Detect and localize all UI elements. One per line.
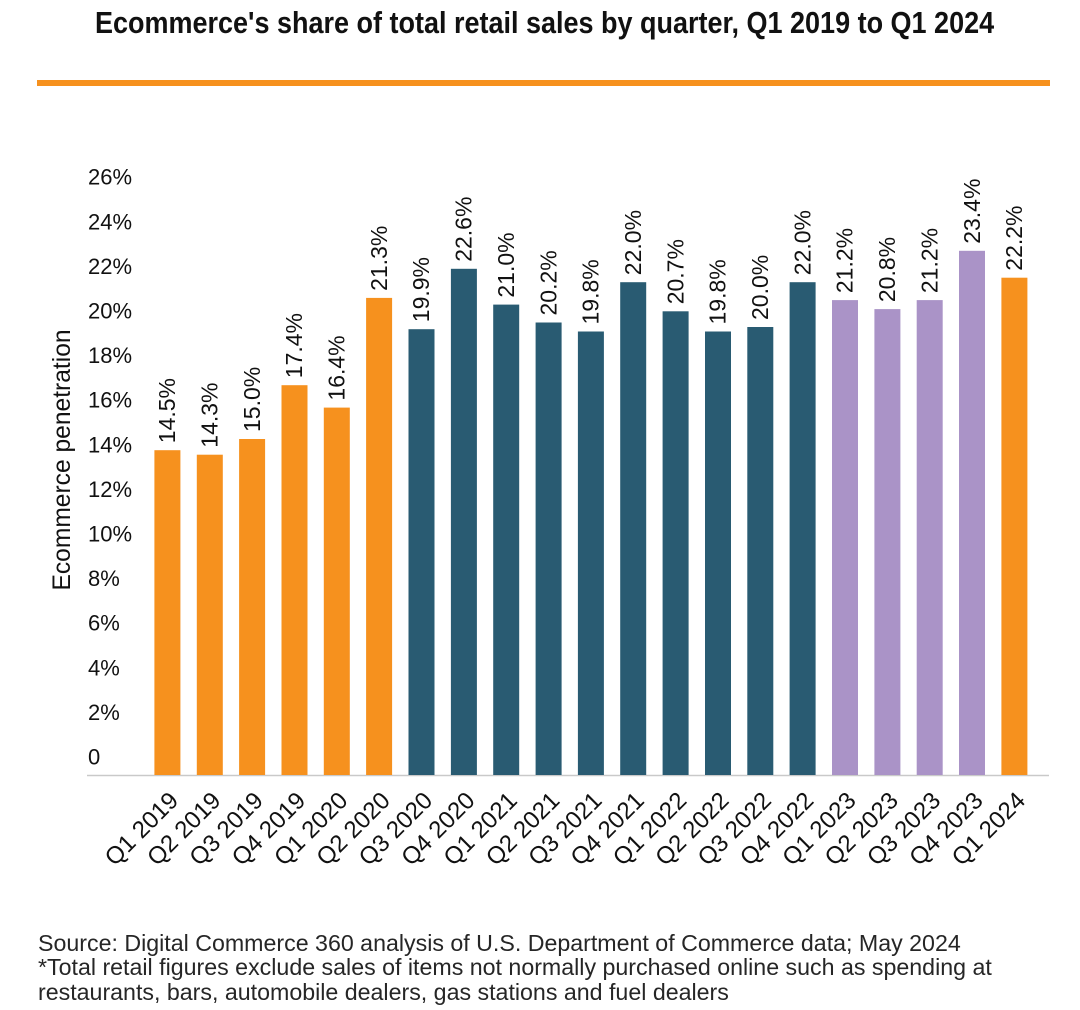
svg-text:24%: 24%: [88, 209, 132, 234]
svg-text:19.9%: 19.9%: [408, 257, 434, 322]
svg-text:16%: 16%: [88, 388, 132, 413]
svg-text:20.2%: 20.2%: [535, 250, 561, 315]
svg-text:20%: 20%: [88, 299, 132, 324]
svg-text:20.0%: 20.0%: [747, 255, 773, 320]
svg-text:15.0%: 15.0%: [239, 367, 265, 432]
svg-text:12%: 12%: [88, 477, 132, 502]
svg-text:21.2%: 21.2%: [916, 228, 942, 293]
svg-text:20.8%: 20.8%: [874, 237, 900, 302]
svg-text:19.8%: 19.8%: [578, 259, 604, 324]
svg-text:18%: 18%: [88, 343, 132, 368]
svg-text:21.0%: 21.0%: [493, 232, 519, 297]
svg-text:22.2%: 22.2%: [1001, 205, 1027, 270]
svg-text:14.5%: 14.5%: [154, 378, 180, 443]
svg-text:10%: 10%: [88, 522, 132, 547]
svg-text:21.3%: 21.3%: [366, 226, 392, 291]
svg-text:Ecommerce penetration: Ecommerce penetration: [49, 329, 76, 590]
svg-text:2%: 2%: [88, 700, 120, 725]
svg-text:0: 0: [88, 745, 100, 770]
svg-text:14.3%: 14.3%: [196, 382, 222, 447]
svg-text:19.8%: 19.8%: [705, 259, 731, 324]
svg-text:23.4%: 23.4%: [959, 179, 985, 244]
svg-text:22%: 22%: [88, 254, 132, 279]
svg-text:16.4%: 16.4%: [324, 335, 350, 400]
svg-text:8%: 8%: [88, 566, 120, 591]
svg-text:14%: 14%: [88, 432, 132, 457]
svg-text:6%: 6%: [88, 611, 120, 636]
svg-text:20.7%: 20.7%: [662, 239, 688, 304]
svg-text:17.4%: 17.4%: [281, 313, 307, 378]
svg-text:26%: 26%: [88, 165, 132, 190]
svg-text:4%: 4%: [88, 655, 120, 680]
svg-text:22.0%: 22.0%: [789, 210, 815, 275]
svg-text:22.6%: 22.6%: [451, 197, 477, 262]
svg-text:21.2%: 21.2%: [832, 228, 858, 293]
svg-text:22.0%: 22.0%: [620, 210, 646, 275]
